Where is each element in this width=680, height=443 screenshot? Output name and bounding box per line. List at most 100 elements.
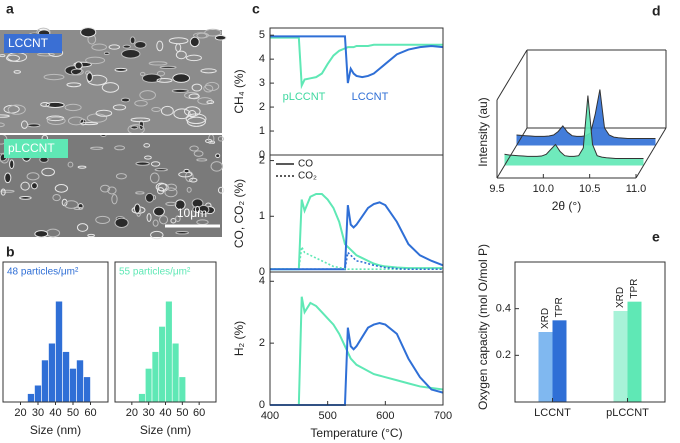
- histogram-bar: [76, 359, 84, 403]
- histogram-bar: [165, 300, 173, 403]
- grain: [187, 110, 197, 118]
- annotation: 55 particles/μm²: [119, 267, 191, 278]
- legend-label: CO: [298, 159, 313, 170]
- grain: [175, 43, 182, 53]
- x-tick-label: 11.0: [626, 183, 647, 195]
- y-tick-label: 1: [259, 125, 265, 137]
- grain: [46, 116, 66, 126]
- line-series: [270, 296, 444, 406]
- grain: [52, 194, 61, 202]
- y-tick-label: 0: [259, 149, 265, 161]
- area-fill: [516, 89, 656, 146]
- y-tick-label: 1: [259, 210, 265, 222]
- grain: [139, 71, 146, 77]
- grain: [153, 206, 165, 217]
- grain: [156, 40, 164, 52]
- grain: [76, 223, 89, 232]
- grain: [87, 233, 95, 238]
- grain: [80, 121, 99, 126]
- x-axis-label: Size (nm): [140, 423, 191, 437]
- grain: [133, 203, 141, 214]
- grain: [0, 122, 5, 128]
- x-tick-label: 600: [376, 410, 394, 422]
- grain: [91, 43, 107, 51]
- grain: [26, 172, 40, 181]
- grain: [115, 173, 127, 180]
- grain: [95, 215, 111, 225]
- y-tick-label: 0.4: [496, 303, 511, 315]
- bar-label: TPR: [554, 297, 565, 317]
- grain: [86, 113, 108, 123]
- grain: [7, 104, 26, 115]
- grain: [64, 200, 79, 209]
- y-tick-label: 0: [259, 266, 265, 278]
- grain: [143, 143, 151, 148]
- y-tick-label: 4: [259, 53, 265, 65]
- grain: [171, 88, 189, 93]
- grain: [188, 93, 200, 100]
- grain: [186, 116, 206, 127]
- grain: [41, 167, 55, 177]
- bar: [627, 301, 642, 402]
- grain: [0, 188, 6, 196]
- grain: [135, 161, 150, 166]
- frame: [269, 271, 444, 406]
- x-tick-label: 20: [14, 407, 26, 419]
- grain: [67, 116, 85, 126]
- histogram-bar: [138, 393, 146, 403]
- grain: [108, 44, 121, 50]
- grain: [31, 182, 38, 190]
- grain: [111, 193, 118, 205]
- x-axis-label: Size (nm): [30, 423, 81, 437]
- grain: [90, 146, 104, 150]
- histogram-bar: [151, 351, 160, 403]
- grain: [173, 108, 191, 120]
- grain: [183, 168, 190, 174]
- x-axis-label: 2θ (°): [552, 199, 581, 213]
- grain: [80, 27, 97, 38]
- y-tick-label: 4: [259, 275, 265, 287]
- y-tick-label: 0.2: [496, 349, 511, 361]
- histogram-bar: [178, 376, 186, 403]
- grain: [189, 145, 199, 152]
- grain: [20, 181, 30, 191]
- x-tick-label: LCCNT: [534, 407, 571, 419]
- grain: [95, 109, 113, 117]
- grain: [112, 104, 127, 111]
- grain: [185, 54, 202, 62]
- panel-label: d: [652, 3, 661, 19]
- grain: [114, 217, 129, 228]
- panel-label: e: [652, 229, 660, 245]
- grain: [210, 161, 223, 172]
- x-tick-label: 20: [126, 407, 138, 419]
- grain: [4, 172, 12, 184]
- x-tick-label: 50: [67, 407, 79, 419]
- histogram-bar: [62, 351, 70, 403]
- y-tick-label: 2: [259, 154, 265, 166]
- grain: [107, 186, 117, 195]
- grain: [156, 77, 173, 83]
- grain: [217, 186, 225, 194]
- grain: [54, 184, 69, 193]
- bar: [613, 311, 628, 402]
- panel-label: c: [252, 1, 260, 17]
- grain: [67, 161, 74, 168]
- grain: [152, 219, 159, 227]
- y-tick-label: 3: [259, 77, 265, 89]
- y-tick-label: 0: [259, 399, 265, 411]
- scale-bar-label: 10μm: [177, 206, 207, 220]
- grain: [186, 186, 192, 193]
- grain: [165, 201, 177, 207]
- grain: [148, 61, 168, 66]
- grain: [64, 103, 82, 112]
- grain: [130, 117, 151, 123]
- grain: [159, 65, 177, 69]
- grain: [114, 145, 126, 151]
- histogram-bar: [158, 326, 166, 403]
- x-tick-label: 50: [176, 407, 188, 419]
- grain: [150, 230, 164, 240]
- x-tick-label: 30: [143, 407, 155, 419]
- grain: [189, 177, 198, 183]
- grain: [86, 72, 93, 82]
- line-series: [270, 201, 444, 271]
